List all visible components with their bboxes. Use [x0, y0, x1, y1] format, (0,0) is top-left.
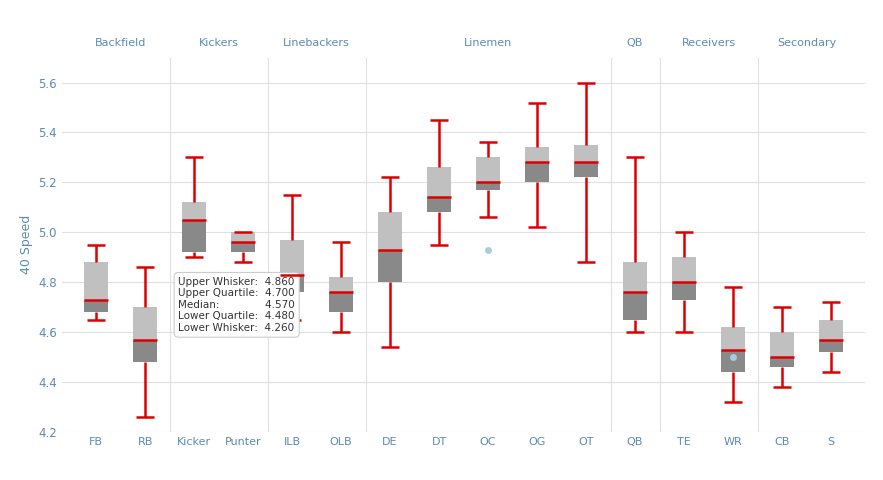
Bar [426, 197, 451, 212]
Text: Secondary: Secondary [777, 37, 836, 48]
Bar [721, 327, 745, 349]
Bar [819, 320, 843, 340]
Bar [672, 282, 697, 300]
Text: Receivers: Receivers [682, 37, 736, 48]
Text: QB: QB [627, 37, 643, 48]
Bar [574, 145, 599, 162]
Bar [84, 262, 109, 300]
Bar [525, 147, 549, 162]
Bar [378, 250, 403, 282]
Text: Upper Whisker:  4.860
Upper Quartile:  4.700
Median:              4.570
Lower Qu: Upper Whisker: 4.860 Upper Quartile: 4.7… [178, 276, 295, 333]
Bar [623, 262, 647, 292]
Bar [280, 275, 305, 292]
Text: Linebackers: Linebackers [283, 37, 350, 48]
Bar [476, 157, 501, 182]
Bar [182, 220, 207, 252]
Bar [230, 242, 255, 252]
Bar [132, 340, 157, 362]
Bar [328, 292, 353, 312]
Text: Linemen: Linemen [464, 37, 512, 48]
Bar [770, 357, 795, 367]
Bar [426, 168, 451, 197]
Text: Backfield: Backfield [94, 37, 147, 48]
Bar [525, 162, 549, 182]
Bar [819, 340, 843, 352]
Bar [721, 349, 745, 372]
Bar [182, 203, 207, 220]
Bar [328, 277, 353, 292]
Y-axis label: 40 Speed: 40 Speed [19, 215, 33, 275]
Bar [280, 240, 305, 275]
Bar [378, 212, 403, 250]
Bar [230, 232, 255, 242]
Bar [476, 182, 501, 190]
Bar [672, 257, 697, 282]
Bar [574, 162, 599, 178]
Bar [770, 332, 795, 357]
Bar [132, 307, 157, 340]
Text: Kickers: Kickers [199, 37, 238, 48]
Bar [84, 300, 109, 312]
Bar [623, 292, 647, 320]
